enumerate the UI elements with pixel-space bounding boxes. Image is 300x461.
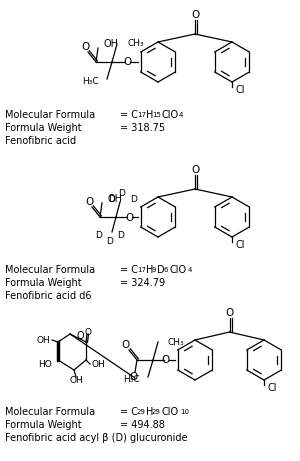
Text: Fenofibric acid d6: Fenofibric acid d6 [5,291,91,301]
Text: D: D [108,195,115,203]
Text: OH: OH [36,336,50,344]
Text: D: D [118,189,125,197]
Text: O: O [123,57,131,67]
Text: H: H [146,265,153,275]
Text: O: O [81,42,89,52]
Text: O: O [85,197,93,207]
Text: D: D [117,230,124,240]
Text: 29: 29 [152,409,161,415]
Text: 17: 17 [137,267,146,273]
Text: OH: OH [69,376,83,384]
Text: = 318.75: = 318.75 [120,123,165,133]
Text: 4: 4 [188,267,192,273]
Text: OH: OH [104,39,119,49]
Text: O: O [125,213,133,223]
Text: Cl: Cl [235,85,244,95]
Text: = C: = C [120,110,138,120]
Text: H: H [146,407,153,417]
Text: O: O [162,355,170,365]
Text: 29: 29 [137,409,146,415]
Text: 6: 6 [164,267,169,273]
Text: 17: 17 [137,112,146,118]
Text: O: O [191,10,199,20]
Text: ClO: ClO [162,407,179,417]
Text: OH: OH [92,360,106,368]
Text: = C: = C [120,265,138,275]
Text: H₃C: H₃C [123,374,140,384]
Text: Formula Weight: Formula Weight [5,278,82,288]
Text: Cl: Cl [267,383,277,393]
Text: H₃C: H₃C [82,77,99,85]
Text: 15: 15 [152,112,161,118]
Text: D: D [106,236,113,246]
Text: CH₃: CH₃ [127,40,144,48]
Text: O: O [122,340,130,350]
Text: D: D [157,265,165,275]
Text: Molecular Formula: Molecular Formula [5,110,95,120]
Text: O: O [76,331,84,341]
Text: = 324.79: = 324.79 [120,278,165,288]
Text: D: D [95,230,102,240]
Text: Fenofibric acid acyl β (D) glucuronide: Fenofibric acid acyl β (D) glucuronide [5,433,188,443]
Text: OH: OH [108,194,123,204]
Text: O: O [225,308,234,318]
Text: Cl: Cl [235,240,244,250]
Text: Fenofibric acid: Fenofibric acid [5,136,76,146]
Text: 10: 10 [180,409,189,415]
Text: CH₃: CH₃ [168,337,184,347]
Text: D: D [130,195,137,203]
Text: Formula Weight: Formula Weight [5,123,82,133]
Text: H: H [146,110,153,120]
Text: Molecular Formula: Molecular Formula [5,265,95,275]
Text: ClO: ClO [170,265,187,275]
Text: O: O [85,327,92,337]
Text: = 494.88: = 494.88 [120,420,165,430]
Text: = C: = C [120,407,138,417]
Text: 4: 4 [179,112,183,118]
Text: ClO: ClO [161,110,178,120]
Text: Molecular Formula: Molecular Formula [5,407,95,417]
Text: O: O [191,165,199,175]
Text: Formula Weight: Formula Weight [5,420,82,430]
Text: HO: HO [38,360,52,368]
Text: 9: 9 [152,267,157,273]
Text: O: O [129,372,137,382]
